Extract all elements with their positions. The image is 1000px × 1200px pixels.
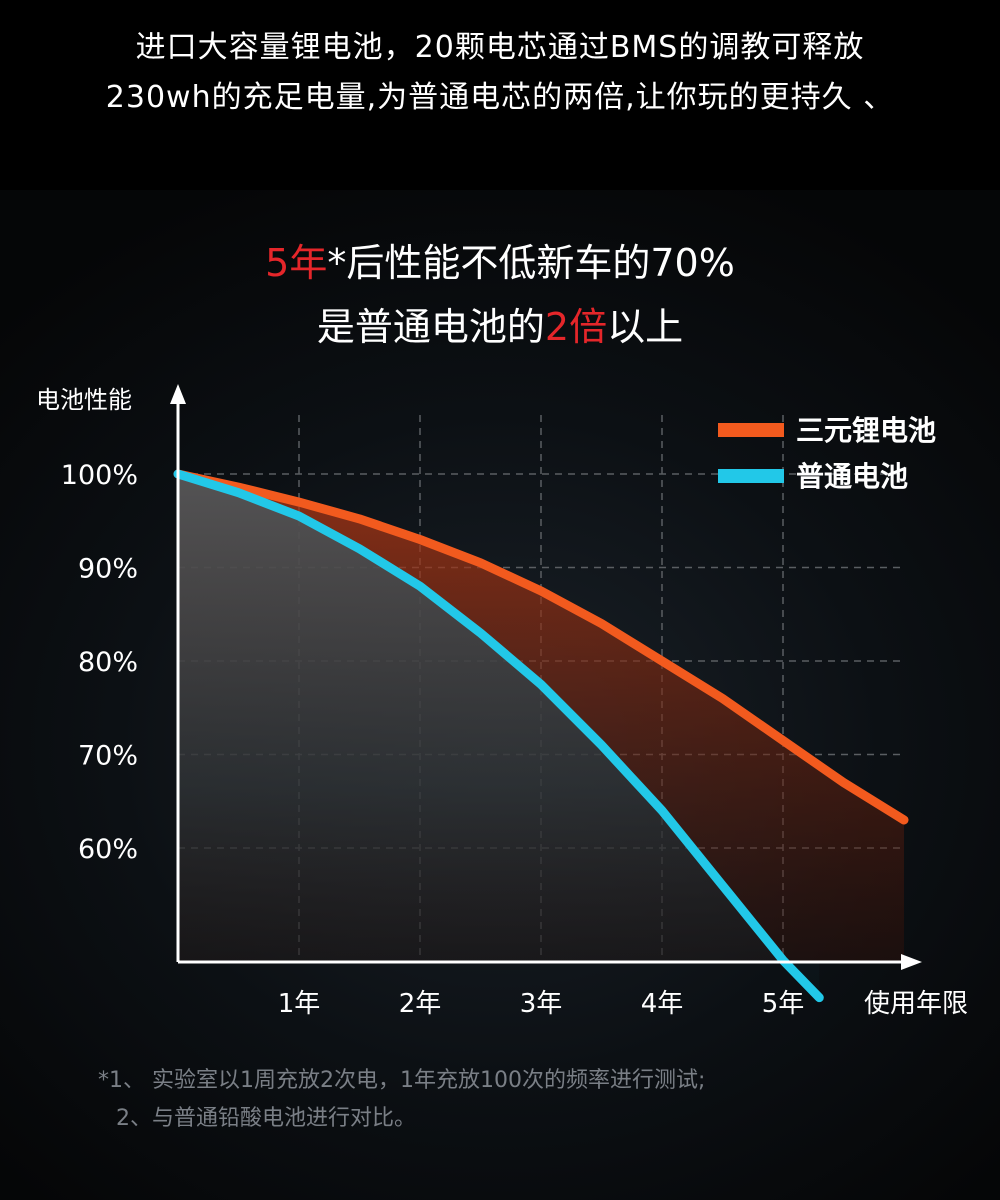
y-tick-label: 70% <box>78 741 138 772</box>
headline-line-2-end: 以上 <box>607 305 684 349</box>
x-tick-label: 1年 <box>278 989 321 1019</box>
legend-label: 三元锂电池 <box>796 414 936 447</box>
y-tick-label: 90% <box>78 554 138 585</box>
top-band <box>0 0 1000 190</box>
legend-label: 普通电池 <box>796 460 908 493</box>
footnote-1: *1、 实验室以1周充放2次电，1年充放100次的频率进行测试; <box>98 1068 706 1093</box>
series-areas <box>178 474 904 998</box>
x-tick-label: 4年 <box>641 989 684 1019</box>
headline-line-2-start: 是普通电池的 <box>316 305 545 349</box>
headline-line-1-text: *后性能不低新车的70% <box>327 241 735 285</box>
intro-line-1: 进口大容量锂电池，20颗电芯通过BMS的调教可释放 <box>135 30 865 65</box>
battery-performance-chart: 电池性能 100% 90% 80% 70% 60% 1年 2年 3年 4年 5年 使用年限 三元锂电池… <box>36 384 968 1019</box>
series-area-2 <box>178 474 820 998</box>
headline-accent-years: 5年 <box>265 241 328 285</box>
series-line-1 <box>173 469 909 825</box>
y-axis-arrow <box>170 384 186 404</box>
y-tick-label: 60% <box>78 834 138 865</box>
headline-accent-multiple: 2倍 <box>544 305 608 349</box>
axis-labels: 电池性能 100% 90% 80% 70% 60% 1年 2年 3年 4年 5年 使用年限 <box>36 386 968 1019</box>
series-lines <box>173 469 909 1003</box>
x-axis-arrow <box>901 954 922 970</box>
footnote-2: 2、与普通铅酸电池进行对比。 <box>116 1106 416 1131</box>
x-tick-label: 5年 <box>762 989 805 1019</box>
y-tick-label: 100% <box>61 460 138 491</box>
x-tick-label: 3年 <box>520 989 563 1019</box>
headline-line-2: 是普通电池的2倍以上 <box>0 296 1000 351</box>
axes <box>170 384 922 970</box>
x-tick-label: 2年 <box>399 989 442 1019</box>
intro-line-2: 230wh的充足电量,为普通电芯的两倍,让你玩的更持久 、 <box>105 80 895 115</box>
legend-swatch <box>718 423 784 437</box>
y-axis-title: 电池性能 <box>36 386 132 414</box>
legend-swatch <box>718 469 784 483</box>
y-tick-label: 80% <box>78 647 138 678</box>
series-line-2 <box>173 469 824 1003</box>
headline-line-1: 5年*后性能不低新车的70% <box>0 232 1000 287</box>
x-axis-title: 使用年限 <box>864 989 968 1019</box>
